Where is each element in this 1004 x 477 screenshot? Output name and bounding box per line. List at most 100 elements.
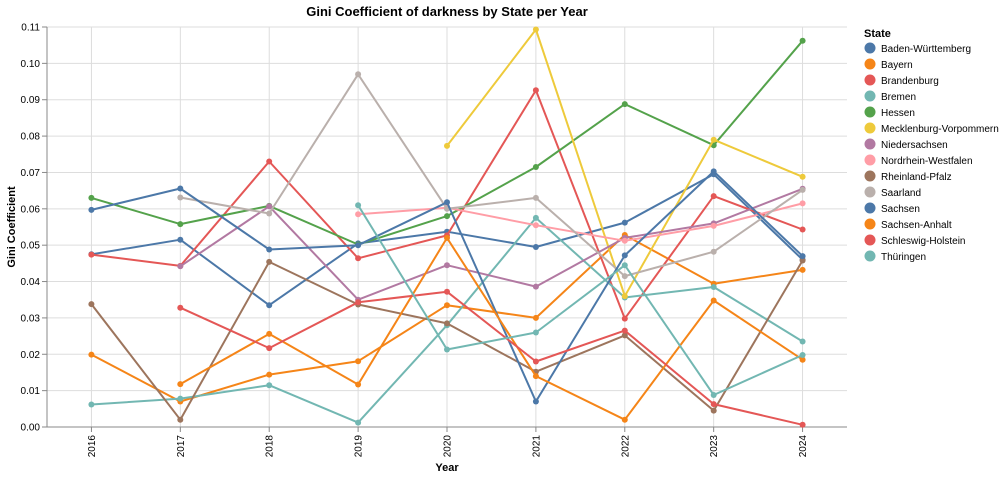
y-tick-label: 0.03	[21, 313, 41, 324]
data-point	[444, 199, 450, 206]
legend-label: Sachsen-Anhalt	[881, 220, 952, 231]
legend-title: State	[864, 28, 891, 40]
data-point	[621, 332, 628, 339]
series-line	[179, 236, 804, 421]
data-point	[355, 255, 362, 262]
x-tick-label: 2017	[176, 435, 187, 458]
series-line	[179, 187, 803, 301]
x-tick-label: 2024	[798, 435, 809, 458]
data-point	[177, 236, 184, 243]
data-point	[444, 288, 450, 295]
legend-label: Schleswig-Holstein	[881, 236, 965, 247]
data-point	[532, 222, 539, 229]
x-tick-label: 2016	[87, 435, 98, 458]
data-point	[444, 213, 450, 220]
data-point	[710, 168, 717, 175]
legend-label: Bremen	[881, 92, 916, 103]
y-tick-label: 0.02	[21, 350, 41, 361]
data-point	[799, 266, 806, 273]
data-point	[355, 381, 362, 388]
data-point	[710, 193, 717, 200]
data-point	[444, 142, 450, 149]
data-point	[177, 381, 184, 388]
data-point	[799, 37, 806, 44]
legend-label: Rheinland-Pfalz	[881, 172, 952, 183]
legend: State Baden-Württemberg Bayern Brandenburg…	[864, 28, 999, 263]
data-point	[266, 203, 273, 210]
data-point	[532, 329, 539, 336]
series-line	[180, 73, 804, 278]
data-point	[177, 185, 184, 192]
y-axis-title: Gini Coefficient	[6, 186, 18, 268]
series-line	[357, 204, 804, 396]
y-tick-label: 0.05	[21, 241, 41, 252]
legend-swatch	[864, 58, 876, 70]
data-point	[177, 416, 184, 423]
x-tick-label: 2019	[354, 435, 365, 458]
series-line	[179, 290, 803, 426]
data-point	[710, 136, 717, 143]
data-point	[532, 26, 539, 33]
data-point	[710, 222, 717, 229]
legend-swatch	[864, 186, 876, 198]
x-tick-label: 2018	[265, 435, 276, 458]
legend-swatch	[864, 42, 876, 54]
grid-layer	[47, 26, 847, 428]
data-point	[799, 253, 806, 260]
data-point	[532, 373, 539, 380]
data-point	[532, 214, 539, 221]
data-point	[177, 263, 184, 270]
data-point	[621, 293, 628, 300]
data-point	[799, 421, 806, 428]
data-point	[444, 302, 450, 309]
x-axis-title: Year	[435, 462, 459, 474]
y-tick-label: 0.08	[21, 132, 41, 143]
data-point	[621, 252, 628, 259]
data-point	[710, 284, 717, 290]
data-point	[444, 262, 450, 269]
data-point	[355, 299, 362, 306]
data-point	[266, 382, 273, 389]
series-group	[177, 288, 806, 428]
series-group	[177, 234, 806, 423]
data-point	[444, 320, 450, 327]
data-point	[355, 202, 362, 209]
data-point	[88, 401, 95, 408]
data-point	[621, 219, 628, 226]
data-point	[710, 392, 717, 398]
data-point	[266, 371, 273, 378]
data-point	[88, 351, 95, 358]
y-tick-label: 0.11	[21, 23, 40, 34]
data-point	[532, 314, 539, 321]
legend-swatch	[864, 74, 876, 86]
legend-label: Baden-Württemberg	[881, 44, 971, 55]
legend-label: Nordrhein-Westfalen	[881, 156, 973, 167]
data-point	[799, 200, 806, 207]
legend-label: Sachsen	[881, 204, 920, 215]
data-point	[355, 211, 362, 218]
data-point	[266, 158, 273, 165]
legend-label: Thüringen	[881, 252, 926, 263]
legend-label: Bayern	[881, 60, 913, 71]
legend-swatch	[864, 202, 876, 214]
data-point	[621, 327, 628, 334]
data-point	[355, 242, 362, 249]
legend-swatch	[864, 154, 876, 166]
data-point	[799, 356, 806, 363]
data-point	[532, 398, 539, 405]
series-group	[177, 71, 806, 280]
data-point	[799, 352, 806, 358]
x-tick-label: 2021	[531, 435, 542, 458]
data-point	[532, 194, 539, 201]
data-point	[799, 173, 806, 180]
data-point	[266, 345, 273, 352]
x-tick-label: 2022	[620, 435, 631, 458]
legend-swatch	[864, 170, 876, 182]
legend-swatch	[864, 106, 876, 118]
data-point	[266, 246, 273, 253]
data-point	[355, 358, 362, 365]
legend-swatch	[864, 218, 876, 230]
data-point	[710, 297, 717, 304]
data-point	[266, 258, 273, 265]
